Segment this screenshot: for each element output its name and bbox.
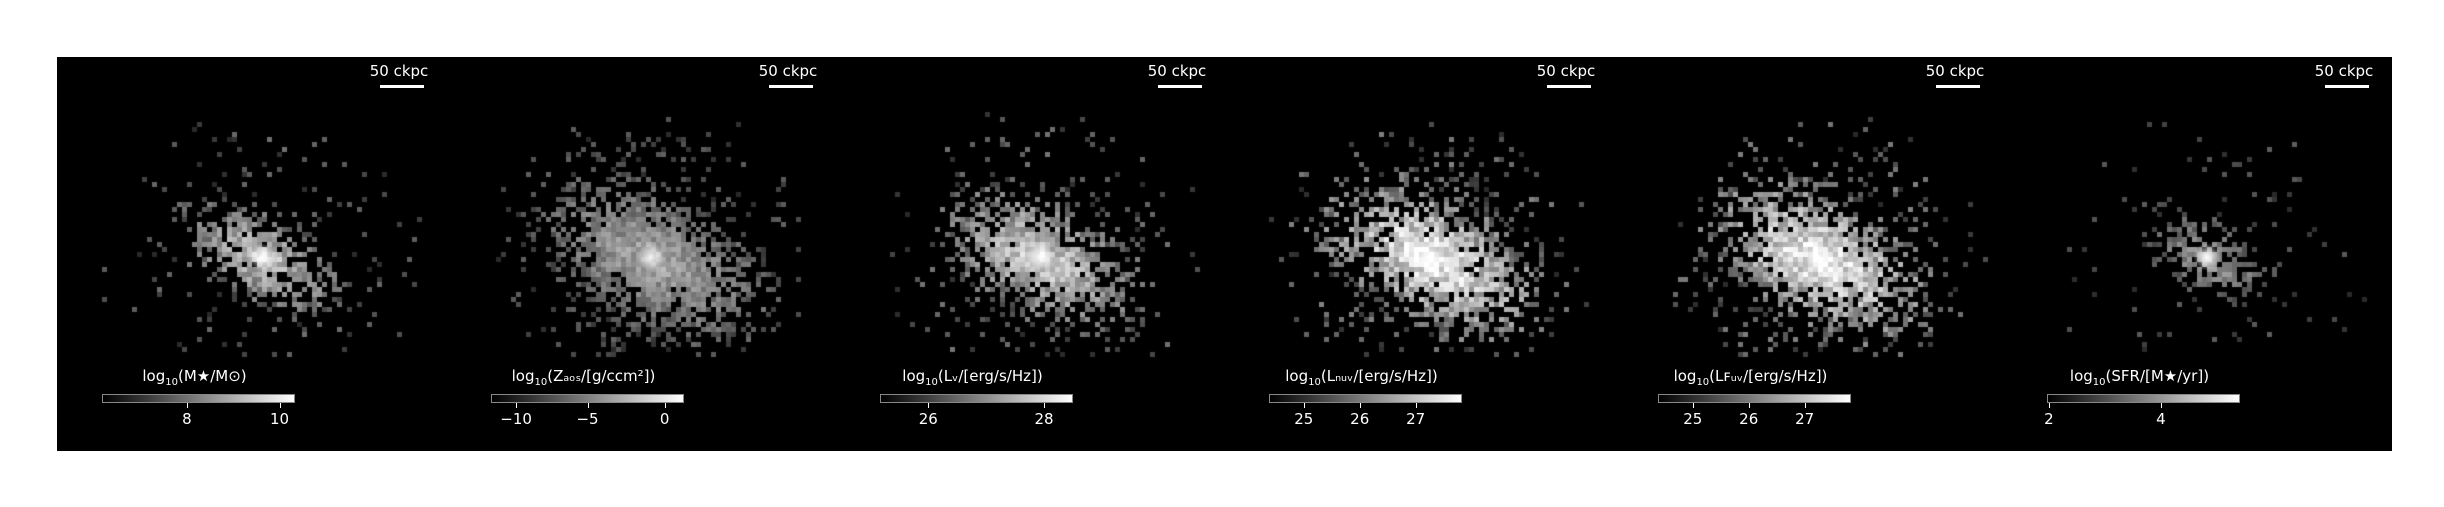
colorbar-tick-label: 27: [1406, 410, 1426, 428]
colorbar-tick: [186, 403, 188, 408]
colorbar-tick: [928, 403, 930, 408]
colorbar-tick-label: 2: [2044, 410, 2054, 428]
scale-bar: [769, 85, 813, 88]
colorbar-label: log10(Lᵥ/[erg/s/Hz]): [902, 367, 1043, 388]
scale-bar-label: 50 ckpc: [2314, 62, 2374, 80]
colorbar-tick: [279, 403, 281, 408]
scale-bar-label: 50 ckpc: [1147, 62, 1207, 80]
colorbar-tick: [516, 403, 518, 408]
map-panel-stellar-mass: 50 ckpc log10(M★/M⊙) 8 10: [57, 57, 446, 451]
scale-bar-label: 50 ckpc: [1925, 62, 1985, 80]
scale-bar: [2325, 85, 2369, 88]
colorbar-tick-label: 10: [270, 410, 290, 428]
colorbar-label: log10(Zₐₒₛ/[g/ccm²]): [511, 367, 656, 388]
colorbar-tick-label: −5: [576, 410, 599, 428]
colorbar-tick-label: 27: [1795, 410, 1815, 428]
colorbar: [491, 394, 684, 403]
colorbar-tick-label: 0: [659, 410, 670, 428]
colorbar: [2047, 394, 2240, 403]
colorbar-tick-label: 25: [1294, 410, 1314, 428]
colorbar-tick: [2048, 403, 2050, 408]
colorbar-tick-label: 26: [1350, 410, 1370, 428]
galaxy-map-image: [835, 57, 1224, 451]
colorbar-tick: [587, 403, 589, 408]
colorbar: [102, 394, 295, 403]
colorbar-tick-label: 26: [1739, 410, 1759, 428]
colorbar-label: log10(Lₙᵤᵥ/[erg/s/Hz]): [1285, 367, 1438, 388]
galaxy-map-image: [1224, 57, 1613, 451]
image-strip: 50 ckpc log10(M★/M⊙) 8 10 50 ckpc log10(Zₐₒₛ/…: [57, 57, 2392, 451]
colorbar: [880, 394, 1073, 403]
scale-bar-label: 50 ckpc: [1536, 62, 1596, 80]
colorbar-tick: [1804, 403, 1806, 408]
map-panel-metallicity: 50 ckpc log10(Zₐₒₛ/[g/ccm²]) −10 −5 0: [446, 57, 835, 451]
colorbar-tick-label: 25: [1683, 410, 1703, 428]
colorbar-tick: [1415, 403, 1417, 408]
galaxy-map-image: [1613, 57, 2002, 451]
colorbar-tick-label: 8: [182, 410, 192, 428]
colorbar-label: log10(SFR/[M★/yr]): [2069, 367, 2210, 388]
galaxy-map-image: [446, 57, 835, 451]
colorbar-tick-label: 4: [2156, 410, 2166, 428]
scale-bar-label: 50 ckpc: [369, 62, 429, 80]
colorbar-tick: [664, 403, 666, 408]
colorbar-tick: [1359, 403, 1361, 408]
colorbar-label: log10(Lꜰᵤᵥ/[erg/s/Hz]): [1673, 367, 1828, 388]
galaxy-map-image: [57, 57, 446, 451]
colorbar-tick-label: 28: [1034, 410, 1054, 428]
scale-bar: [380, 85, 424, 88]
map-panel-luminosity-nuv: 50 ckpc log10(Lₙᵤᵥ/[erg/s/Hz]) 25 26 27: [1224, 57, 1613, 451]
scale-bar: [1158, 85, 1202, 88]
colorbar-tick: [1748, 403, 1750, 408]
colorbar: [1269, 394, 1462, 403]
colorbar-tick: [1692, 403, 1694, 408]
colorbar-tick: [2160, 403, 2162, 408]
colorbar: [1658, 394, 1851, 403]
map-panel-sfr: 50 ckpc log10(SFR/[M★/yr]) 2 4: [2002, 57, 2391, 451]
colorbar-tick-label: −10: [500, 410, 532, 428]
scale-bar: [1547, 85, 1591, 88]
scale-bar-label: 50 ckpc: [758, 62, 818, 80]
galaxy-map-image: [2002, 57, 2391, 451]
colorbar-tick: [1303, 403, 1305, 408]
colorbar-tick-label: 26: [918, 410, 938, 428]
scale-bar: [1936, 85, 1980, 88]
colorbar-tick: [1044, 403, 1046, 408]
colorbar-label: log10(M★/M⊙): [142, 367, 247, 388]
map-panel-luminosity-fuv: 50 ckpc log10(Lꜰᵤᵥ/[erg/s/Hz]) 25 26 27: [1613, 57, 2002, 451]
map-panel-luminosity-v: 50 ckpc log10(Lᵥ/[erg/s/Hz]) 26 28: [835, 57, 1224, 451]
